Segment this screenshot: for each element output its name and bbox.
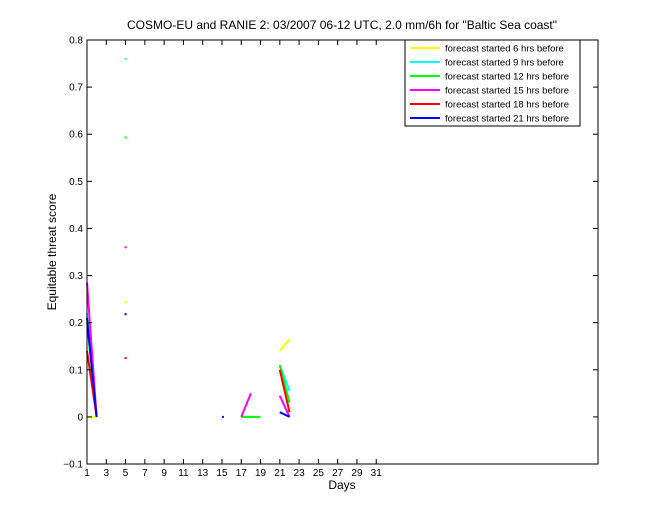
legend-label: forecast started 6 hrs before (445, 44, 564, 55)
x-tick-label: 13 (197, 468, 209, 479)
y-tick-label: 0.5 (69, 177, 83, 188)
x-tick-label: 3 (104, 468, 110, 479)
series-line-segment (278, 395, 291, 418)
series-line-segment (278, 364, 291, 404)
series-line-segment (240, 392, 252, 418)
x-tick-label: 29 (351, 468, 363, 479)
series-point (124, 301, 127, 304)
series-line-segment (86, 317, 98, 417)
x-tick-label: 23 (294, 468, 306, 479)
x-tick-label: 19 (255, 468, 267, 479)
y-tick-label: 0.7 (69, 83, 83, 94)
x-tick-label: 17 (236, 468, 248, 479)
series-point (124, 57, 127, 60)
legend-label: forecast started 18 hrs before (445, 100, 569, 111)
series-6 (86, 313, 290, 418)
legend-label: forecast started 15 hrs before (445, 86, 569, 97)
x-tick-label: 25 (313, 468, 325, 479)
x-tick-label: 21 (274, 468, 286, 479)
legend-label: forecast started 21 hrs before (445, 114, 569, 125)
legend: forecast started 6 hrs before forecast st… (404, 39, 581, 127)
ticks-layer: 1 3 5 7 9 11 13 15 17 19 21 23 25 27 29 31−0.100.10.20.… (63, 36, 598, 479)
series-point (124, 136, 127, 139)
series-point (124, 357, 127, 359)
y-tick-label: −0.1 (63, 460, 83, 471)
legend-label: forecast started 9 hrs before (445, 58, 564, 69)
x-tick-label: 5 (123, 468, 129, 479)
x-tick-label: 27 (332, 468, 344, 479)
legend-label: forecast started 12 hrs before (445, 72, 569, 83)
plot-frame (86, 39, 599, 465)
chart-title: COSMO-EU and RANIE 2: 03/2007 06-12 UTC,… (127, 18, 557, 32)
x-tick-label: 1 (84, 468, 90, 479)
y-axis-label: Equitable threat score (45, 193, 59, 310)
x-tick-label: 7 (142, 468, 148, 479)
series-line-segment (278, 369, 291, 413)
x-tick-label: 11 (178, 468, 189, 479)
series-point (124, 313, 127, 316)
y-tick-label: 0.4 (69, 224, 83, 235)
x-tick-label: 15 (216, 468, 228, 479)
series-point (124, 246, 127, 249)
series-line-segment (279, 338, 291, 352)
y-tick-label: 0.3 (69, 271, 83, 282)
x-tick-label: 31 (371, 468, 383, 479)
x-tick-label: 9 (161, 468, 167, 479)
y-tick-label: 0.2 (69, 318, 83, 329)
y-tick-label: 0.6 (69, 130, 83, 141)
y-tick-label: 0.1 (69, 365, 83, 376)
y-tick-label: 0.8 (69, 36, 83, 47)
legend-items: forecast started 6 hrs before forecast st… (410, 44, 569, 125)
x-axis-label: Days (328, 478, 355, 492)
y-tick-label: 0 (77, 412, 83, 423)
legend-box (404, 39, 581, 127)
series-line-segment (279, 411, 290, 418)
